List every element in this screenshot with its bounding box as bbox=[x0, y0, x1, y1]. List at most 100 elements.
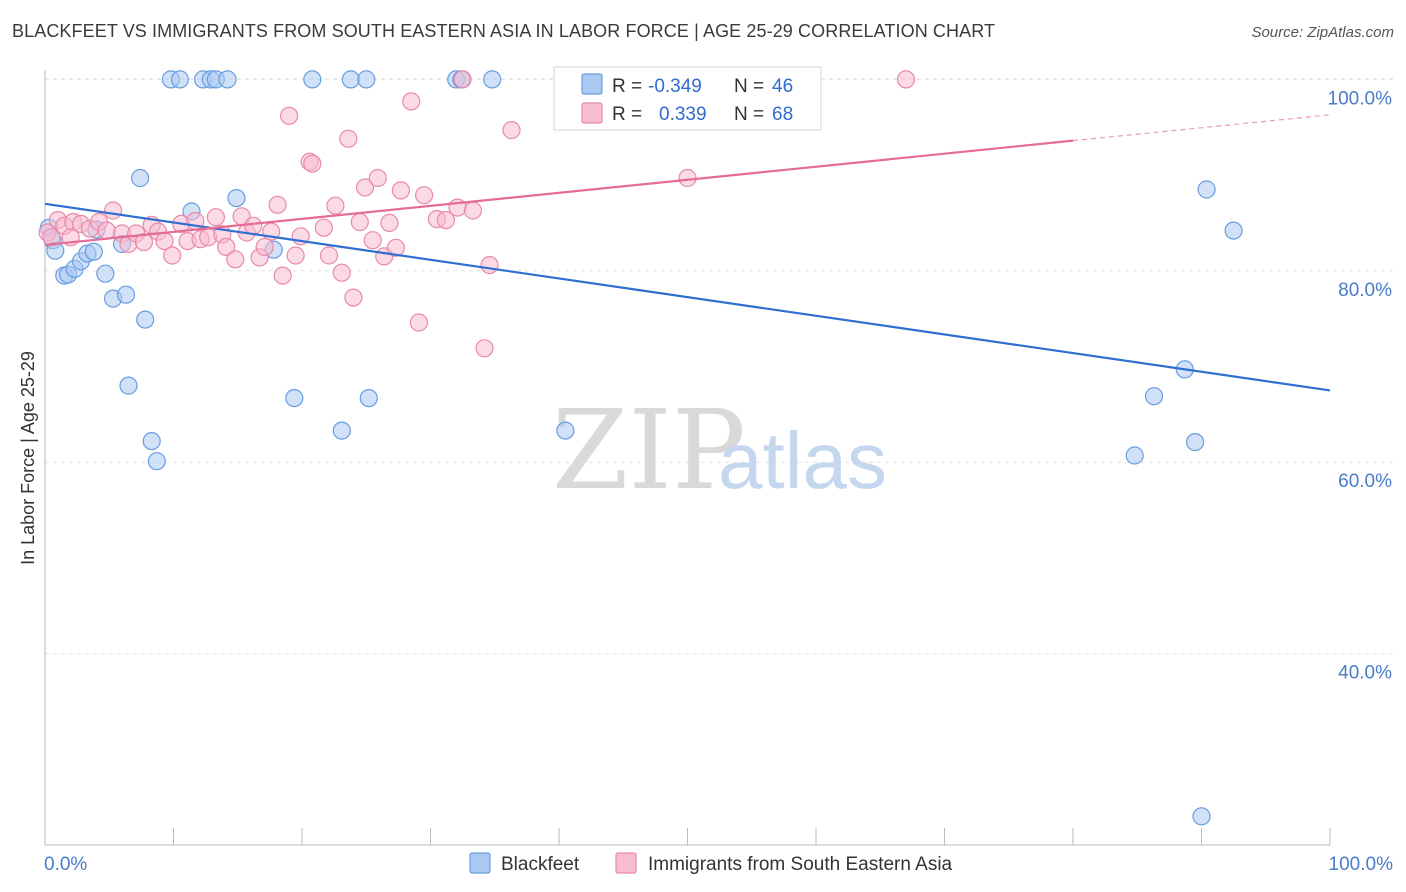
legend-r-label-1: R = bbox=[612, 104, 642, 125]
immigrants-point-31 bbox=[255, 237, 274, 256]
blackfeet-point-30 bbox=[357, 70, 376, 89]
y-axis-label: In Labor Force | Age 25-29 bbox=[18, 351, 38, 565]
legend-swatch-immigrants bbox=[581, 102, 603, 124]
blackfeet-point-16 bbox=[147, 452, 166, 471]
legend-n-value-0: 46 bbox=[772, 76, 793, 97]
blackfeet-point-23 bbox=[218, 70, 237, 89]
legend-r-value-1: 0.339 bbox=[659, 104, 707, 125]
y-tick-label-60: 60.0% bbox=[1338, 471, 1392, 492]
immigrants-point-60 bbox=[463, 201, 482, 220]
x-tick-label-min: 0.0% bbox=[44, 854, 87, 875]
blackfeet-point-8 bbox=[84, 242, 103, 261]
immigrants-point-40 bbox=[314, 218, 333, 237]
axes bbox=[44, 70, 1331, 846]
immigrants-point-39 bbox=[303, 154, 322, 173]
immigrants-point-34 bbox=[273, 266, 292, 285]
immigrants-point-48 bbox=[363, 231, 382, 250]
immigrants-point-42 bbox=[326, 196, 345, 215]
immigrants-point-9 bbox=[103, 201, 123, 220]
immigrants-point-54 bbox=[402, 92, 421, 111]
blackfeet-point-18 bbox=[170, 70, 189, 89]
legend-r-label-0: R = bbox=[612, 76, 642, 97]
y-tick-label-40: 40.0% bbox=[1338, 663, 1392, 684]
chart-title: BLACKFEET VS IMMIGRANTS FROM SOUTH EASTE… bbox=[12, 21, 996, 41]
immigrants-point-41 bbox=[319, 246, 339, 265]
immigrants-point-13 bbox=[134, 233, 153, 252]
immigrants-point-23 bbox=[206, 208, 225, 227]
series-immigrants-se-asia bbox=[38, 70, 916, 358]
watermark: ZIP atlas bbox=[552, 386, 887, 514]
x-tick-label-max: 100.0% bbox=[1329, 854, 1394, 875]
x-tick-labels: 0.0% 100.0% bbox=[44, 854, 1393, 875]
blackfeet-point-13 bbox=[131, 168, 150, 188]
legend-r-value-0: -0.349 bbox=[648, 76, 702, 97]
watermark-zip: ZIP bbox=[552, 386, 746, 514]
legend-swatch-blackfeet bbox=[581, 73, 603, 95]
bottom-legend-label-blackfeet: Blackfeet bbox=[501, 854, 580, 875]
immigrants-point-46 bbox=[350, 212, 369, 232]
immigrants-point-63 bbox=[502, 121, 521, 140]
blackfeet-point-41 bbox=[1192, 807, 1211, 826]
y-tick-label-100: 100.0% bbox=[1328, 88, 1393, 109]
blackfeet-point-35 bbox=[556, 421, 575, 440]
immigrants-point-26 bbox=[226, 250, 245, 269]
blackfeet-point-9 bbox=[96, 264, 115, 283]
immigrants-point-44 bbox=[339, 129, 358, 148]
immigrants-point-61 bbox=[475, 339, 494, 358]
blackfeet-point-27 bbox=[303, 70, 322, 89]
blackfeet-point-43 bbox=[1224, 221, 1243, 240]
blackfeet-point-12 bbox=[119, 376, 138, 395]
blackfeet-point-42 bbox=[1197, 180, 1216, 199]
trend-line-blackfeet bbox=[44, 202, 1331, 392]
blackfeet-point-28 bbox=[332, 421, 351, 440]
blackfeet-point-24 bbox=[227, 189, 246, 208]
immigrants-point-1 bbox=[42, 228, 61, 247]
blackfeet-point-29 bbox=[341, 70, 360, 89]
blackfeet-point-37 bbox=[1125, 446, 1144, 465]
immigrants-point-33 bbox=[268, 195, 287, 214]
immigrants-point-51 bbox=[380, 213, 399, 232]
blackfeet-point-38 bbox=[1144, 387, 1164, 406]
immigrants-point-55 bbox=[409, 313, 428, 332]
y-tick-label-80: 80.0% bbox=[1338, 280, 1392, 301]
immigrants-point-49 bbox=[368, 168, 387, 188]
blackfeet-point-31 bbox=[359, 389, 378, 408]
source-credit: Source: ZipAtlas.com bbox=[1251, 24, 1394, 41]
legend-n-value-1: 68 bbox=[772, 104, 793, 125]
blackfeet-point-39 bbox=[1185, 433, 1205, 452]
bottom-legend-swatch-immigrants bbox=[615, 852, 637, 874]
trend-lines bbox=[44, 114, 1331, 392]
legend-n-label-1: N = bbox=[734, 104, 764, 125]
immigrants-point-47 bbox=[355, 178, 375, 197]
immigrants-point-29 bbox=[244, 216, 263, 235]
blackfeet-point-26 bbox=[285, 389, 304, 408]
immigrants-point-45 bbox=[344, 288, 363, 307]
trend-line-immigrants-extension bbox=[1072, 114, 1331, 142]
immigrants-point-66 bbox=[453, 70, 472, 89]
series-legend: Blackfeet Immigrants from South Eastern … bbox=[469, 852, 953, 875]
immigrants-point-58 bbox=[436, 211, 455, 230]
immigrants-point-64 bbox=[678, 168, 697, 188]
immigrants-point-53 bbox=[391, 181, 410, 200]
immigrants-point-62 bbox=[480, 256, 499, 275]
immigrants-point-36 bbox=[286, 246, 305, 265]
immigrants-point-43 bbox=[332, 263, 351, 282]
immigrants-point-35 bbox=[280, 106, 299, 125]
blackfeet-point-14 bbox=[136, 310, 155, 329]
watermark-atlas: atlas bbox=[718, 416, 887, 505]
bottom-legend-swatch-blackfeet bbox=[469, 852, 491, 874]
trend-line-immigrants bbox=[44, 139, 1074, 247]
legend-n-label-0: N = bbox=[734, 76, 764, 97]
immigrants-point-8 bbox=[97, 221, 116, 240]
blackfeet-point-34 bbox=[483, 70, 502, 89]
immigrants-point-56 bbox=[415, 186, 434, 205]
y-tick-labels: 40.0% 60.0% 80.0% 100.0% bbox=[1328, 88, 1393, 683]
immigrants-point-52 bbox=[386, 238, 405, 257]
immigrants-point-25 bbox=[217, 237, 236, 256]
bottom-legend-label-immigrants: Immigrants from South Eastern Asia bbox=[648, 854, 953, 875]
immigrants-point-65 bbox=[896, 70, 916, 89]
blackfeet-point-11 bbox=[116, 285, 136, 304]
stats-legend: R = -0.349 N = 46 R = 0.339 N = 68 bbox=[553, 66, 822, 131]
immigrants-point-17 bbox=[163, 246, 182, 265]
